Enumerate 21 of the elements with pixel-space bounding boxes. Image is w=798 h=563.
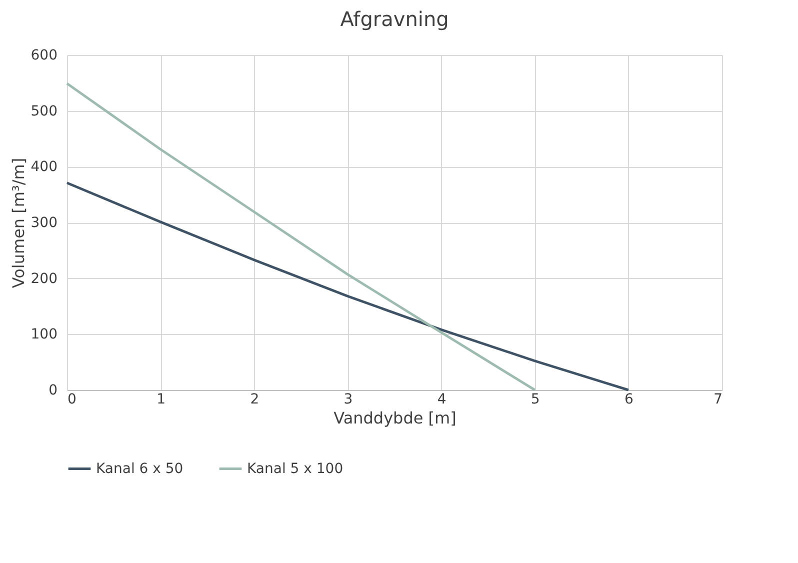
y-tick-label: 300 [30,215,58,231]
x-tick-label: 7 [714,392,722,408]
line-series [66,82,536,392]
legend-label: Kanal 6 x 50 [96,460,184,477]
x-tick-label: 5 [530,392,540,408]
x-tick-label: 4 [437,392,446,408]
x-axis-title: Vanddybde [m] [334,408,456,428]
y-tick-label: 500 [30,103,58,120]
chart-title: Afgravning [340,7,449,31]
y-tick-label: 200 [30,270,58,287]
y-tick-label: 400 [30,159,58,176]
x-tick-label: 3 [344,392,353,408]
y-tick-label: 100 [30,326,58,343]
legend-label: Kanal 5 x 100 [247,460,344,477]
x-tick-label: 1 [156,392,166,408]
y-tick-label: 600 [30,48,58,64]
line-series [66,182,630,392]
y-axis-title: Volumen [m³/m] [8,158,28,288]
x-tick-label: 6 [624,392,634,408]
x-tick-label: 0 [68,392,76,408]
x-tick-label: 2 [250,392,260,408]
